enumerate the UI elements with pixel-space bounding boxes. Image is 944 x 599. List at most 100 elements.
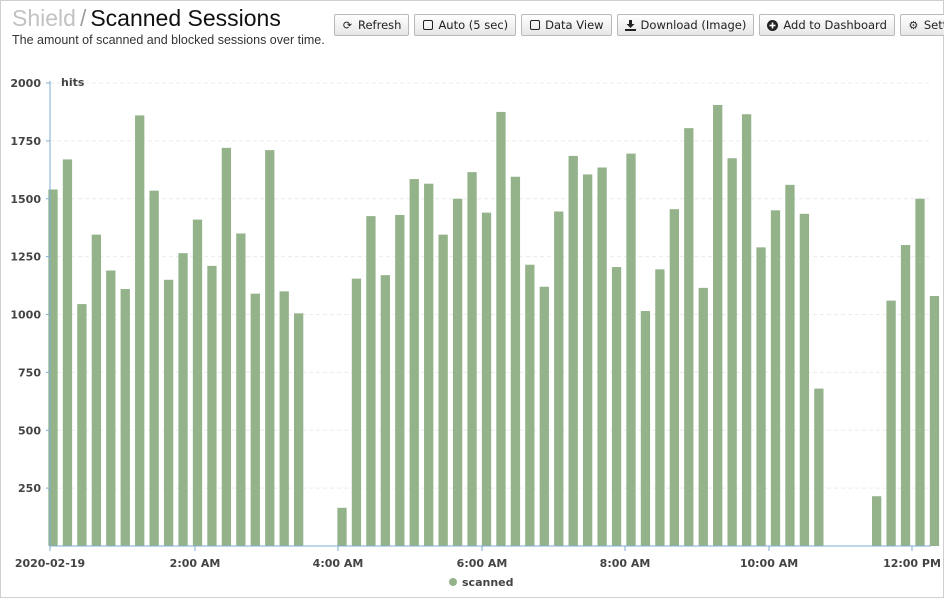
bar	[539, 286, 549, 546]
x-tick-label: 2020-02-19	[15, 557, 85, 570]
auto-refresh-button[interactable]: Auto (5 sec)	[414, 14, 517, 36]
legend-label-scanned: scanned	[462, 576, 514, 589]
x-tick-label: 4:00 AM	[313, 557, 364, 570]
bar	[727, 158, 737, 547]
data-view-label: Data View	[545, 18, 604, 32]
refresh-label: Refresh	[358, 18, 402, 32]
bar	[207, 265, 217, 546]
breadcrumb-shield[interactable]: Shield	[12, 5, 76, 31]
bar	[640, 311, 651, 546]
bar	[597, 167, 607, 546]
bar	[929, 295, 940, 546]
chart-bars	[48, 104, 940, 547]
settings-button[interactable]: ⚙ Setti	[899, 14, 944, 36]
y-tick-label: 500	[18, 424, 41, 437]
breadcrumb-separator: /	[79, 5, 87, 31]
bar	[62, 159, 73, 546]
bar	[77, 304, 87, 546]
y-tick-label: 1000	[10, 309, 41, 322]
refresh-button[interactable]: ⟳ Refresh	[334, 14, 410, 36]
y-tick-label: 2000	[10, 77, 41, 90]
bar	[438, 234, 448, 546]
bar	[467, 172, 477, 546]
bar	[91, 234, 101, 546]
page-header: Shield / Scanned Sessions The amount of sc…	[12, 5, 325, 47]
x-tick-label: 8:00 AM	[600, 557, 651, 570]
bar	[626, 153, 636, 547]
bar	[337, 507, 347, 546]
bar	[554, 211, 564, 547]
x-tick-label: 6:00 AM	[457, 557, 508, 570]
bar	[741, 114, 752, 546]
bar	[756, 247, 766, 546]
x-tick-label: 2:00 AM	[170, 557, 221, 570]
bar	[496, 111, 506, 546]
bar	[366, 216, 376, 547]
bar	[684, 128, 694, 546]
y-axis-ticks: 250 500 750 1000 1250 1500 1750 2000	[10, 77, 50, 495]
bar	[380, 275, 390, 546]
add-dashboard-label: Add to Dashboard	[783, 18, 887, 32]
x-axis-ticks: 2020-02-19 2:00 AM 4:00 AM 6:00 AM 8:00 AM 10…	[15, 546, 941, 570]
checkbox-icon	[422, 20, 433, 31]
bar	[351, 278, 362, 546]
bar	[163, 279, 174, 546]
bar	[872, 496, 882, 546]
y-tick-label: 1500	[10, 193, 41, 206]
auto-refresh-label: Auto (5 sec)	[438, 18, 509, 32]
bar	[655, 269, 665, 546]
bar	[135, 115, 145, 546]
bar	[452, 198, 463, 546]
x-tick-label: 10:00 AM	[740, 557, 798, 570]
bar	[669, 209, 679, 547]
download-image-button[interactable]: Download (Image)	[616, 14, 755, 36]
bar	[48, 189, 58, 547]
checkbox-icon	[529, 20, 540, 31]
bar	[178, 253, 188, 546]
bar	[770, 210, 781, 546]
bar	[799, 213, 810, 547]
bar	[149, 190, 159, 546]
bar	[250, 293, 260, 546]
bar	[713, 104, 723, 547]
add-to-dashboard-button[interactable]: Add to Dashboard	[759, 14, 895, 36]
bar	[915, 198, 925, 546]
bar	[409, 179, 419, 546]
plus-circle-icon	[767, 19, 779, 31]
settings-label: Setti	[923, 18, 944, 32]
page-title: Scanned Sessions	[90, 5, 281, 31]
bar	[395, 214, 405, 546]
bar	[568, 155, 578, 547]
title-line: Shield / Scanned Sessions	[12, 5, 325, 31]
bar	[192, 219, 203, 546]
gear-icon: ⚙	[908, 18, 919, 32]
bar	[265, 150, 275, 546]
y-tick-label: 1250	[10, 251, 41, 264]
bar	[698, 287, 708, 546]
bar	[106, 270, 116, 546]
chart-axes	[49, 81, 931, 547]
bar	[525, 264, 535, 546]
legend-swatch-scanned	[449, 578, 457, 586]
data-view-button[interactable]: Data View	[521, 14, 612, 36]
bar	[785, 184, 795, 547]
bar	[510, 176, 521, 546]
bar	[279, 291, 289, 546]
chart-toolbar: ⟳ Refresh Auto (5 sec) Data View Downloa…	[334, 14, 944, 36]
bar	[886, 300, 896, 546]
bar	[611, 267, 622, 546]
y-tick-label: 250	[18, 482, 41, 495]
page-subtitle: The amount of scanned and blocked sessio…	[12, 33, 325, 47]
bar	[236, 233, 246, 546]
bar	[481, 212, 492, 546]
bar	[120, 289, 130, 546]
x-tick-label: 12:00 PM	[883, 557, 941, 570]
y-axis-label: hits	[61, 76, 85, 89]
chart-legend[interactable]: scanned	[449, 576, 514, 589]
bar	[814, 388, 824, 546]
bar	[900, 245, 911, 547]
download-icon	[624, 19, 636, 31]
y-tick-label: 750	[18, 366, 41, 379]
y-tick-label: 1750	[10, 135, 41, 148]
bar	[424, 183, 434, 546]
